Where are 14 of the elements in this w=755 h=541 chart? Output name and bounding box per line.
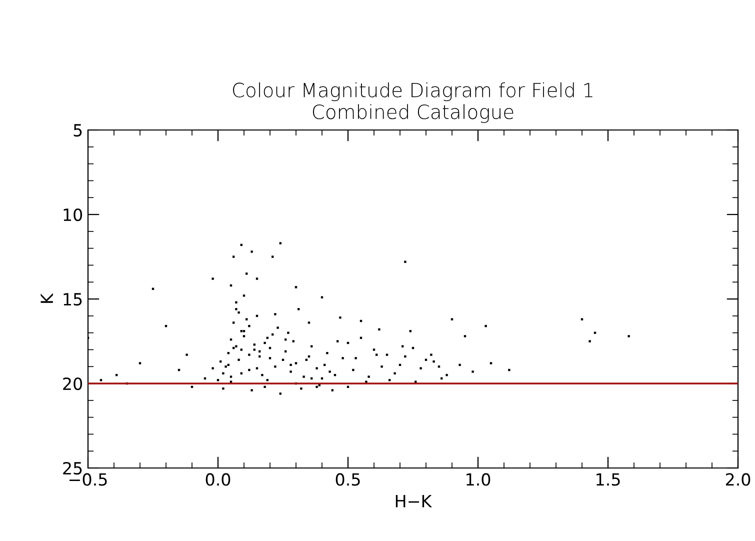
y-tick-label: 5	[74, 124, 82, 137]
y-tick-label: 10	[64, 208, 82, 222]
y-tick-label: 25	[63, 462, 82, 475]
x-axis-title: H−K	[396, 495, 432, 508]
x-tick-label: 1.5	[596, 473, 620, 486]
y-tick-label: 20	[63, 377, 82, 390]
x-tick-label: 0.5	[336, 473, 360, 486]
x-tick-label: 0.0	[206, 473, 230, 486]
x-tick-label: −0.5	[70, 473, 107, 486]
y-tick-label: 15	[64, 293, 82, 306]
x-tick-label: 1.0	[466, 473, 490, 486]
y-axis-title: K	[40, 293, 53, 303]
x-tick-label: 2.0	[726, 473, 750, 486]
chart-title: Colour Magnitude Diagram for Field 1 Combined Catalogue	[233, 82, 592, 123]
